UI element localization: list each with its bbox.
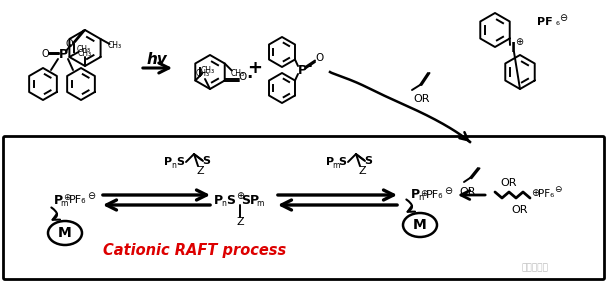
Text: S: S (176, 157, 184, 167)
Text: CH₃: CH₃ (196, 69, 210, 78)
Text: ·: · (247, 69, 253, 87)
Text: O: O (315, 53, 323, 63)
Text: ⊕: ⊕ (531, 188, 539, 198)
Text: Cationic RAFT process: Cationic RAFT process (104, 243, 287, 257)
Text: PF: PF (537, 17, 553, 27)
Text: ⊕: ⊕ (515, 37, 523, 47)
Text: Z: Z (236, 217, 244, 227)
Text: I: I (510, 41, 516, 55)
Text: ⊖: ⊖ (87, 191, 95, 201)
Text: P: P (326, 157, 334, 167)
Text: n: n (172, 160, 177, 169)
Text: Z: Z (358, 166, 366, 176)
Text: P: P (297, 63, 306, 76)
Text: hv: hv (147, 52, 167, 67)
Text: ⊕: ⊕ (236, 191, 244, 201)
Text: M: M (413, 218, 427, 232)
Text: P: P (410, 188, 420, 202)
Text: CH₃: CH₃ (200, 66, 214, 75)
Text: P: P (213, 193, 222, 206)
Text: n: n (222, 199, 227, 208)
Text: O: O (65, 39, 73, 49)
Text: P: P (250, 193, 259, 206)
Text: ⊕: ⊕ (420, 188, 428, 197)
Text: CH₃: CH₃ (78, 49, 92, 58)
Text: S: S (202, 156, 210, 166)
Text: PF₆: PF₆ (69, 195, 86, 205)
Text: PF₆: PF₆ (538, 189, 554, 199)
Text: +: + (247, 59, 262, 77)
Text: CH₃: CH₃ (76, 45, 91, 54)
Text: ·: · (306, 58, 312, 76)
Text: OR: OR (501, 178, 517, 188)
Text: ⊖: ⊖ (559, 13, 567, 23)
Text: CH₃: CH₃ (231, 69, 245, 78)
Text: ⊖: ⊖ (554, 186, 561, 195)
Text: Z: Z (196, 166, 204, 176)
Text: OR: OR (460, 187, 476, 197)
Text: ⊖: ⊖ (444, 186, 452, 196)
Text: P: P (54, 193, 63, 206)
Text: 仪器信息网: 仪器信息网 (521, 263, 549, 272)
Text: O: O (41, 49, 49, 59)
Text: S: S (364, 156, 372, 166)
Text: P: P (164, 157, 172, 167)
Text: P: P (58, 47, 68, 61)
Text: m: m (333, 160, 340, 169)
Text: M: M (58, 226, 72, 240)
Text: S: S (338, 157, 346, 167)
Text: OR: OR (512, 205, 528, 215)
Text: CH₃: CH₃ (108, 41, 122, 50)
Text: n: n (418, 193, 424, 202)
Text: OR: OR (414, 94, 430, 104)
Text: m: m (256, 199, 264, 208)
Text: ₆: ₆ (555, 17, 559, 27)
Text: ⊕: ⊕ (63, 193, 71, 202)
Text: S: S (227, 193, 236, 206)
Text: S: S (242, 193, 250, 206)
Text: PF₆: PF₆ (426, 190, 444, 200)
FancyBboxPatch shape (4, 136, 605, 279)
Text: O: O (239, 72, 247, 81)
Text: m: m (60, 199, 68, 208)
